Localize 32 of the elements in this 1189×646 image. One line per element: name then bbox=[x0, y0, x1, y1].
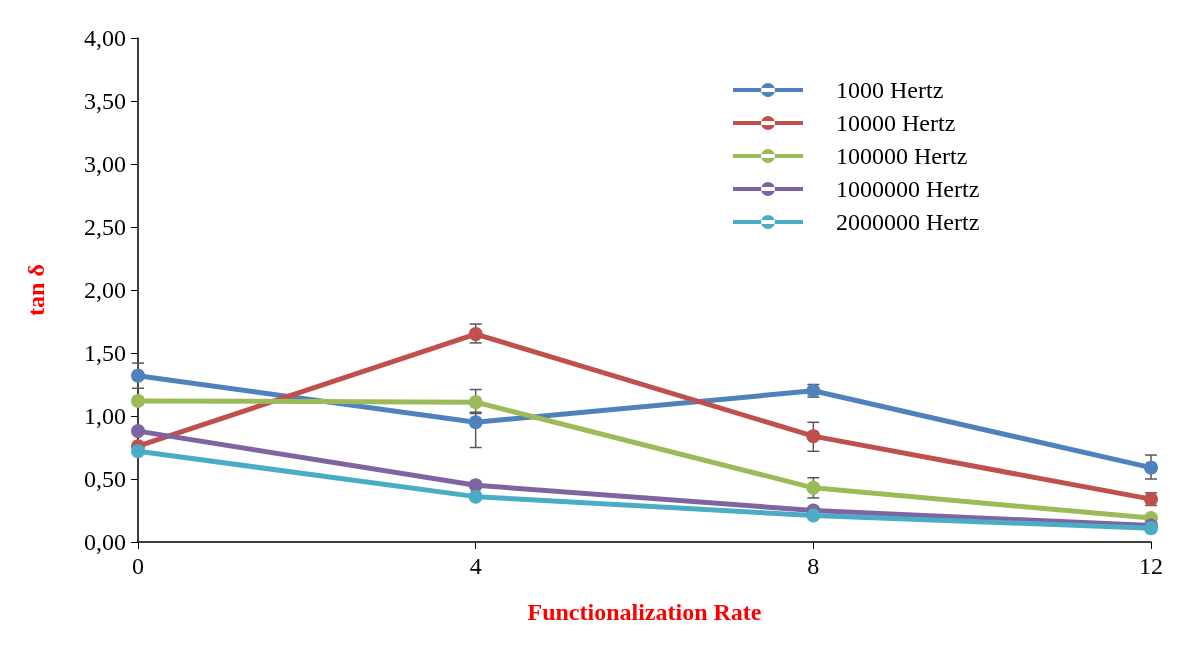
point bbox=[131, 424, 145, 439]
legend-label: 2000000 Hertz bbox=[836, 209, 980, 235]
legend-label: 1000 Hertz bbox=[836, 77, 944, 103]
y-tick-label: 2,00 bbox=[84, 277, 126, 303]
y-tick-label: 0,00 bbox=[84, 529, 126, 555]
y-tick-label: 2,50 bbox=[84, 214, 126, 240]
y-tick-label: 3,00 bbox=[84, 151, 126, 177]
x-axis-title: Functionalization Rate bbox=[527, 599, 762, 625]
point bbox=[131, 393, 145, 408]
x-tick-label: 12 bbox=[1139, 553, 1163, 579]
y-tick-label: 4,00 bbox=[84, 25, 126, 51]
y-tick-label: 0,50 bbox=[84, 466, 126, 492]
y-tick-label: 1,50 bbox=[84, 340, 126, 366]
legend-label: 1000000 Hertz bbox=[836, 176, 980, 202]
point bbox=[468, 478, 483, 493]
x-tick-label: 4 bbox=[469, 553, 482, 579]
x-tick-label: 8 bbox=[807, 553, 820, 579]
point bbox=[468, 415, 483, 430]
point bbox=[468, 489, 483, 504]
legend-label: 10000 Hertz bbox=[836, 110, 956, 136]
point bbox=[806, 508, 821, 523]
point bbox=[1144, 460, 1158, 475]
point bbox=[468, 327, 483, 342]
y-tick-label: 1,00 bbox=[84, 403, 126, 429]
point bbox=[131, 444, 145, 459]
y-axis-title: tan δ bbox=[23, 264, 49, 316]
x-tick-label: 0 bbox=[132, 553, 144, 579]
y-tick-label: 3,50 bbox=[84, 88, 126, 114]
point bbox=[806, 429, 821, 444]
point bbox=[131, 368, 145, 383]
point bbox=[806, 480, 821, 495]
legend-label: 100000 Hertz bbox=[836, 143, 968, 169]
